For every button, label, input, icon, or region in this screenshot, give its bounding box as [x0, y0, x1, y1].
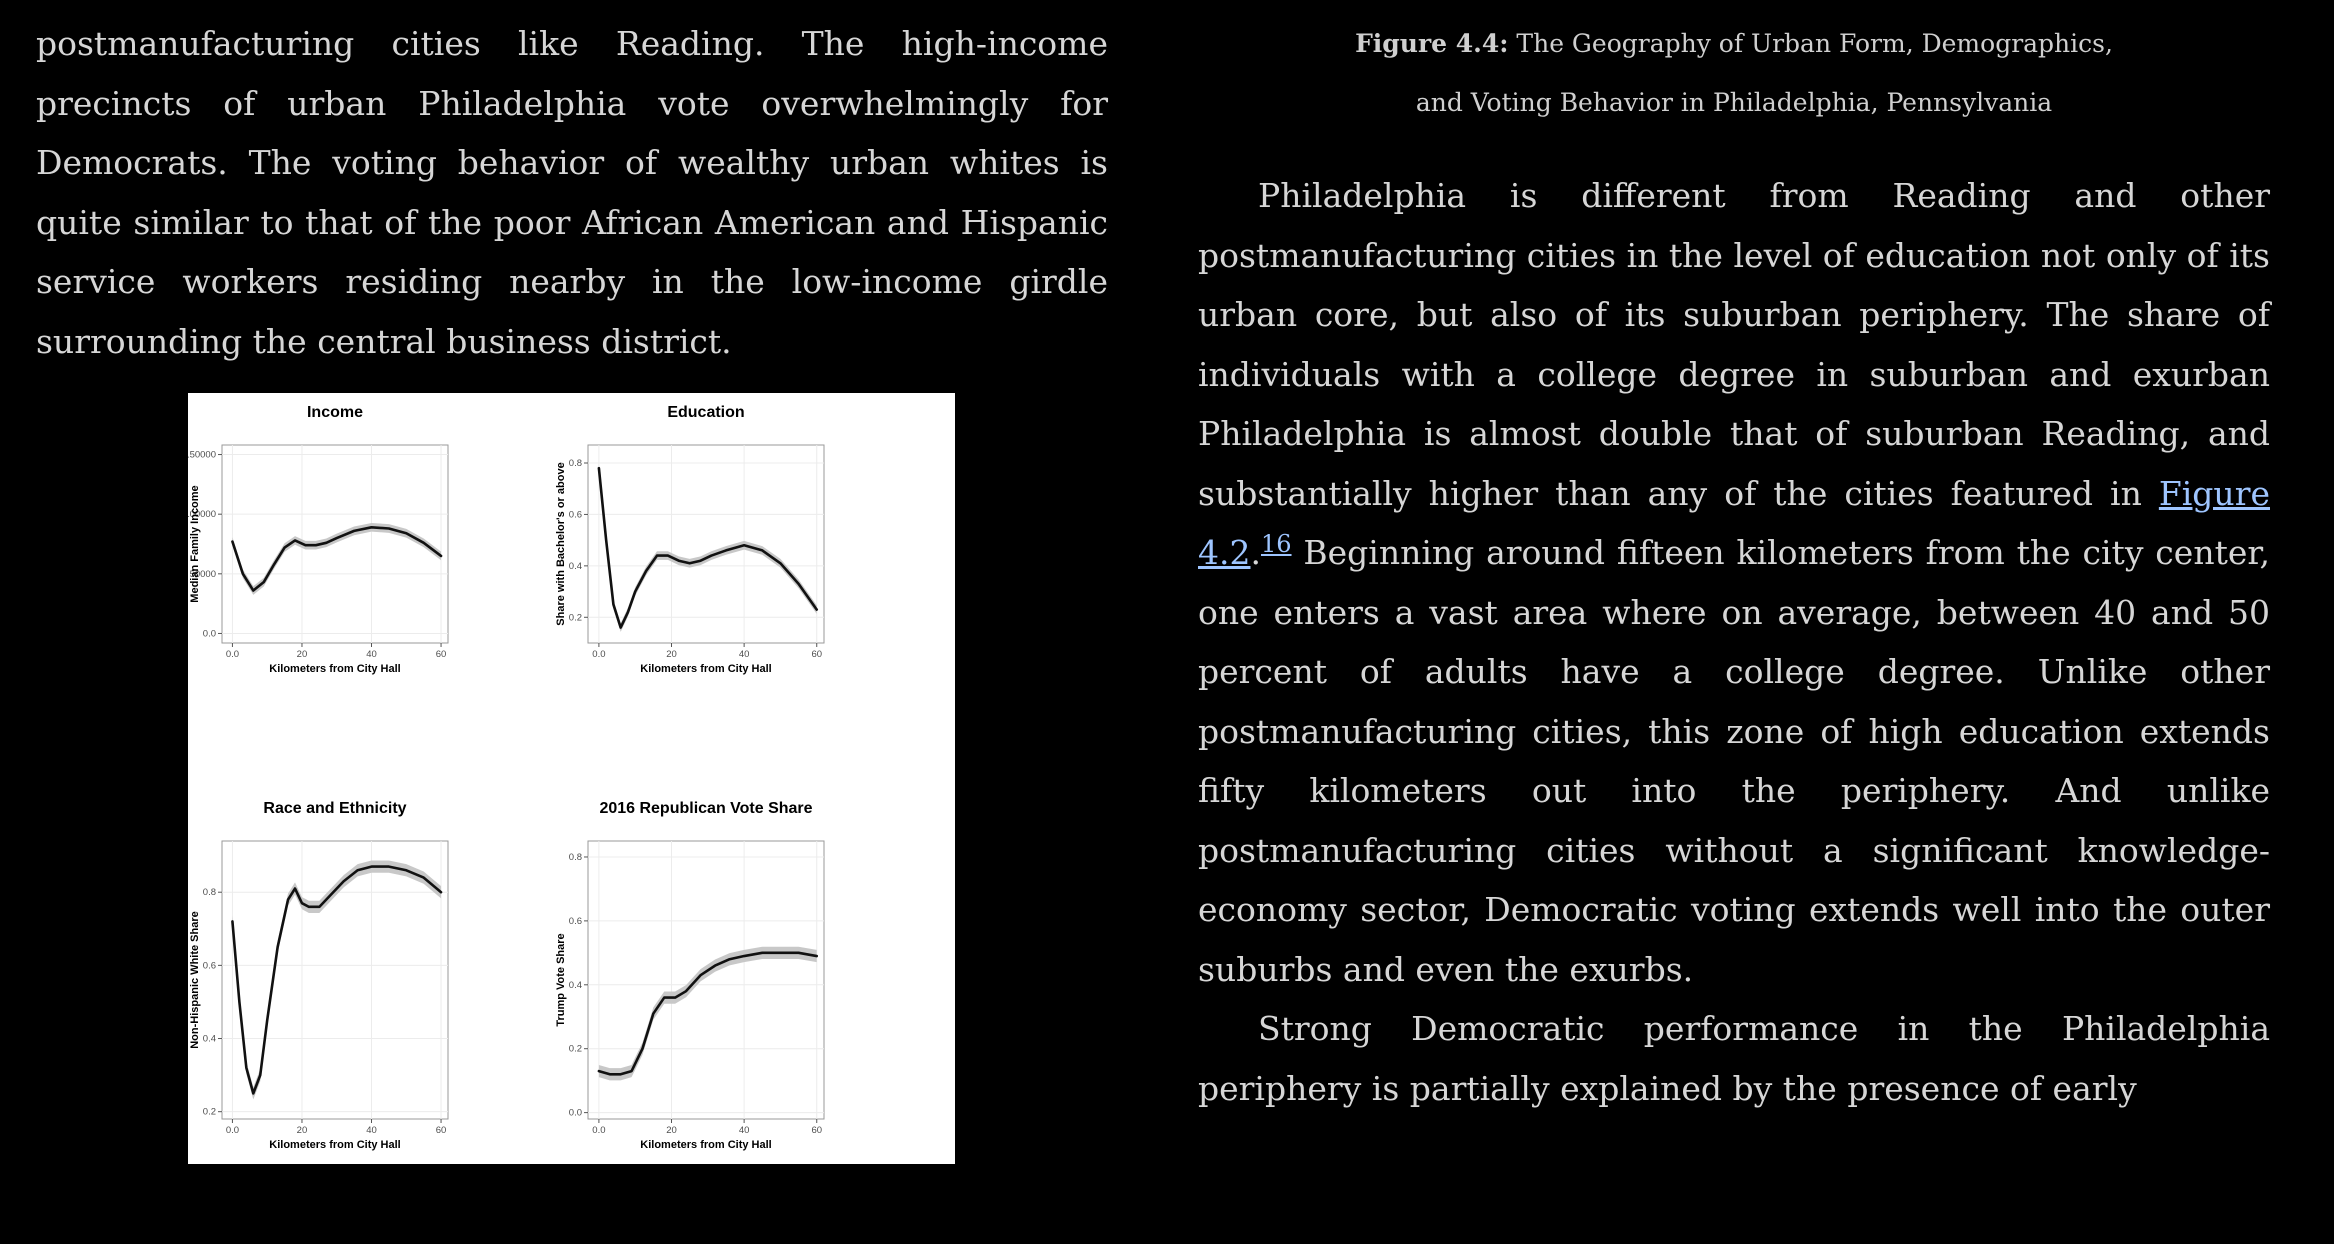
para1-period: . — [1250, 533, 1261, 572]
y-tick-label: 0.8 — [569, 852, 582, 863]
confidence-band — [598, 946, 817, 1081]
figure-caption: Figure 4.4: The Geography of Urban Form,… — [1198, 14, 2270, 132]
figure-4-4: 0.0 20 40 60 0.0 50000 100000 150000 Income Kilom… — [188, 393, 955, 1164]
y-tick-label: 150000 — [188, 450, 216, 461]
y-tick-label: 0.4 — [569, 561, 582, 572]
y-tick-label: 0.4 — [569, 980, 582, 991]
caption-label: Figure 4.4: — [1355, 29, 1509, 58]
caption-text-line2: and Voting Behavior in Philadelphia, Pen… — [1415, 88, 2053, 117]
panel-title: 2016 Republican Vote Share — [599, 800, 812, 817]
panel-frame — [221, 840, 449, 1120]
y-axis-label: Share with Bachelor's or above — [555, 462, 567, 625]
trend-line — [231, 526, 443, 592]
y-tick-label: 0.0 — [203, 628, 216, 639]
x-tick-label: 40 — [739, 649, 750, 660]
x-tick-label: 20 — [666, 1125, 677, 1136]
x-tick-label: 60 — [811, 1125, 822, 1136]
trend-line — [597, 951, 819, 1076]
y-tick-label: 0.2 — [569, 1044, 582, 1055]
panel-title: Race and Ethnicity — [263, 800, 406, 817]
x-axis-label: Kilometers from City Hall — [269, 1139, 400, 1151]
x-axis-label: Kilometers from City Hall — [640, 1139, 771, 1151]
y-tick-label: 0.6 — [203, 960, 216, 971]
y-tick-label: 0.8 — [203, 887, 216, 898]
x-tick-label: 40 — [366, 649, 377, 660]
body-paragraph-2: Strong Democratic performance in the Phi… — [1198, 1009, 2270, 1108]
y-tick-label: 0.6 — [569, 509, 582, 520]
y-axis-label: Median Family Income — [189, 485, 201, 602]
panel-title: Education — [667, 404, 744, 421]
right-column: Figure 4.4: The Geography of Urban Form,… — [1198, 14, 2270, 1118]
trend-line — [597, 466, 819, 629]
y-axis-label: Non-Hispanic White Share — [189, 911, 201, 1049]
x-tick-label: 60 — [811, 649, 822, 660]
left-column: postmanufacturing cities like Reading. T… — [36, 14, 1108, 371]
caption-text-line1: The Geography of Urban Form, Demographic… — [1508, 29, 2113, 58]
x-tick-label: 20 — [666, 649, 677, 660]
y-tick-label: 0.4 — [203, 1034, 216, 1045]
y-tick-label: 0.2 — [203, 1107, 216, 1118]
y-tick-label: 0.8 — [569, 458, 582, 469]
x-tick-label: 0.0 — [592, 1125, 605, 1136]
x-tick-label: 20 — [297, 649, 308, 660]
x-tick-label: 60 — [436, 649, 447, 660]
x-tick-label: 20 — [297, 1125, 308, 1136]
figure-chart-grid: 0.0 20 40 60 0.0 50000 100000 150000 Income Kilom… — [188, 404, 825, 1151]
x-tick-label: 40 — [366, 1125, 377, 1136]
y-tick-label: 100000 — [188, 509, 216, 520]
y-tick-label: 0.6 — [569, 916, 582, 927]
panel-frame — [221, 444, 449, 644]
footnote-16-link[interactable]: 16 — [1260, 530, 1292, 558]
body-paragraph-left: postmanufacturing cities like Reading. T… — [36, 24, 1108, 361]
panel-frame — [587, 444, 825, 644]
panel-title: Income — [307, 404, 363, 421]
x-axis-label: Kilometers from City Hall — [640, 663, 771, 675]
para1-text-b: Beginning around fifteen kilometers from… — [1198, 533, 2270, 989]
x-tick-label: 0.0 — [226, 649, 239, 660]
trend-line — [231, 865, 443, 1095]
y-tick-label: 0.0 — [569, 1108, 582, 1119]
para1-text-a: Philadelphia is different from Reading a… — [1198, 176, 2270, 513]
x-tick-label: 40 — [739, 1125, 750, 1136]
x-tick-label: 0.0 — [226, 1125, 239, 1136]
x-tick-label: 0.0 — [592, 649, 605, 660]
figure-4-2-link[interactable]: Figure 4.2 — [1198, 473, 2270, 573]
x-axis-label: Kilometers from City Hall — [269, 663, 400, 675]
y-tick-label: 50000 — [190, 569, 216, 580]
y-tick-label: 0.2 — [569, 612, 582, 623]
body-paragraph-1: Philadelphia is different from Reading a… — [1198, 166, 2270, 999]
x-tick-label: 60 — [436, 1125, 447, 1136]
y-axis-label: Trump Vote Share — [555, 933, 567, 1026]
